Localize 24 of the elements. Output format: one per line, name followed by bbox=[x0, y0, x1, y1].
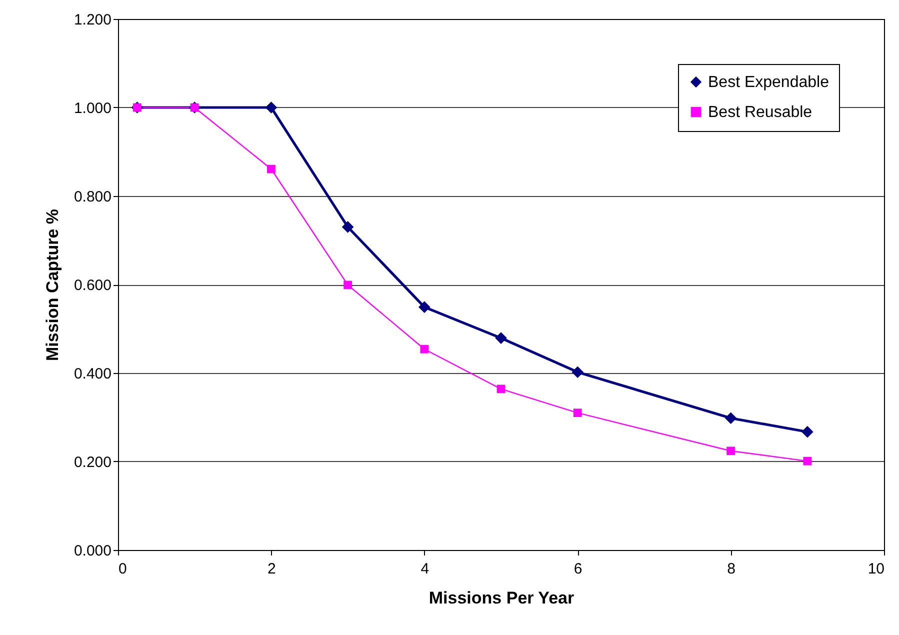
y-tick-label: 0.600 bbox=[74, 277, 112, 294]
point bbox=[801, 426, 814, 438]
point bbox=[342, 221, 354, 233]
point bbox=[495, 332, 507, 344]
point bbox=[265, 102, 278, 114]
legend-label: Best Expendable bbox=[708, 74, 830, 91]
x-tick-label: 0 bbox=[118, 560, 127, 578]
y-tick-label: 1.000 bbox=[74, 100, 112, 117]
y-tick-label: 0.400 bbox=[74, 366, 112, 382]
x-tick-label: 2 bbox=[268, 560, 276, 578]
point bbox=[724, 412, 737, 424]
y-tick-label: 0.200 bbox=[74, 454, 112, 471]
x-axis-title: Missions Per Year bbox=[428, 588, 574, 608]
point bbox=[572, 366, 584, 378]
x-tick-label: 8 bbox=[727, 560, 736, 578]
y-tick-label: 0.800 bbox=[74, 188, 112, 206]
point bbox=[418, 301, 430, 313]
x-tick-label: 6 bbox=[574, 560, 582, 578]
y-tick-label: 0.000 bbox=[74, 542, 112, 560]
y-axis-title: Mission Capture % bbox=[42, 208, 62, 362]
x-tick-label: 10 bbox=[868, 560, 884, 578]
x-tick-label: 4 bbox=[420, 560, 430, 578]
legend-label: Best Reusable bbox=[708, 104, 812, 121]
y-tick-label: 1.200 bbox=[74, 12, 112, 28]
